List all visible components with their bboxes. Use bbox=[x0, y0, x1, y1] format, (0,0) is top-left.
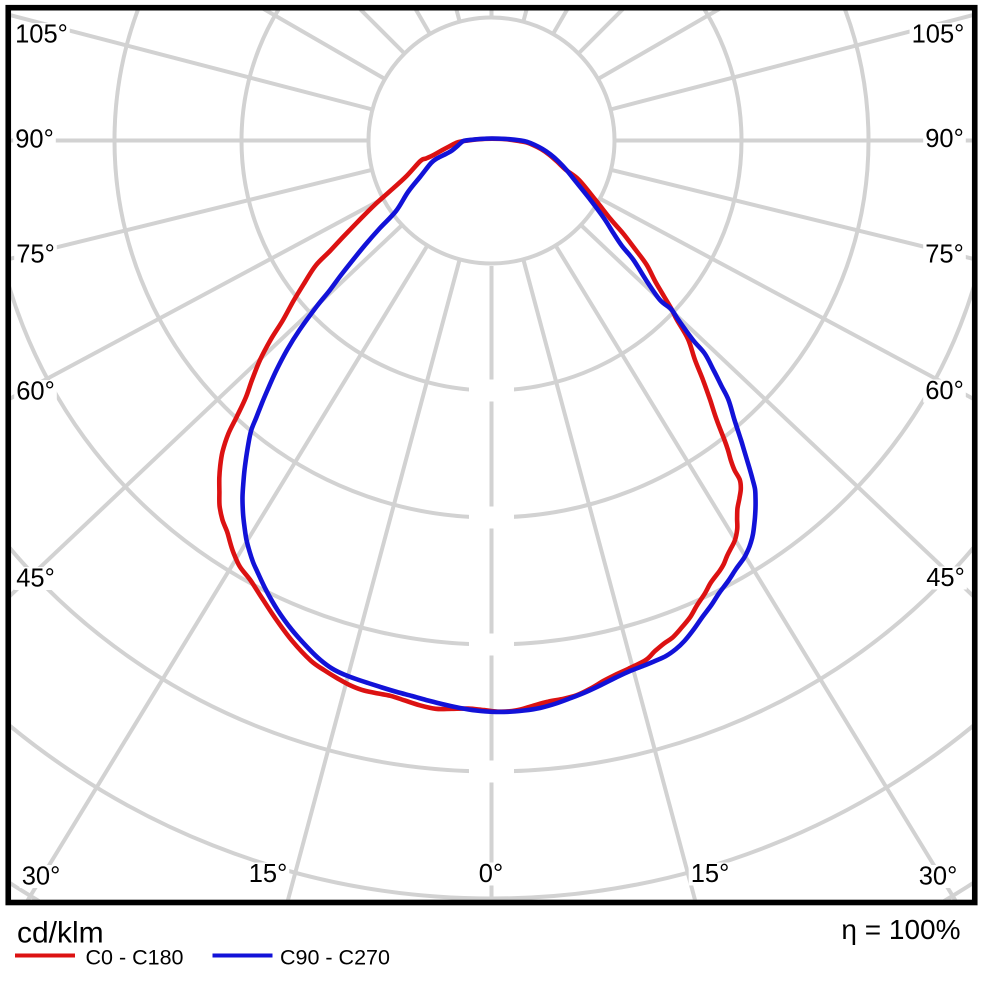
svg-text:105°: 105° bbox=[15, 21, 68, 49]
svg-text:C90 - C270: C90 - C270 bbox=[280, 946, 390, 970]
svg-text:30°: 30° bbox=[22, 863, 61, 891]
svg-text:C0 - C180: C0 - C180 bbox=[86, 946, 184, 970]
svg-text:60°: 60° bbox=[16, 378, 55, 406]
svg-text:75°: 75° bbox=[925, 241, 964, 269]
svg-text:45°: 45° bbox=[926, 564, 965, 592]
svg-text:η = 100%: η = 100% bbox=[841, 914, 960, 945]
svg-text:15°: 15° bbox=[691, 860, 730, 888]
svg-text:90°: 90° bbox=[15, 126, 54, 154]
svg-text:90°: 90° bbox=[925, 125, 964, 153]
svg-text:15°: 15° bbox=[249, 860, 288, 888]
svg-text:30°: 30° bbox=[919, 863, 958, 891]
svg-text:105°: 105° bbox=[912, 21, 965, 49]
svg-text:60°: 60° bbox=[925, 377, 964, 405]
svg-text:0°: 0° bbox=[479, 860, 503, 888]
svg-text:45°: 45° bbox=[16, 565, 55, 593]
svg-text:75°: 75° bbox=[16, 241, 55, 269]
